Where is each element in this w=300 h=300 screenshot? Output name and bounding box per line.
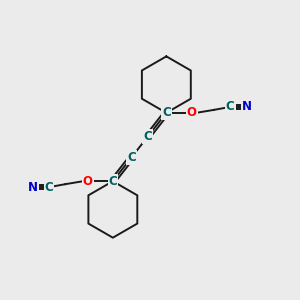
- Text: C: C: [127, 151, 136, 164]
- Text: C: C: [45, 181, 53, 194]
- Text: N: N: [28, 181, 38, 194]
- Text: C: C: [226, 100, 235, 113]
- Text: C: C: [162, 106, 171, 119]
- Text: O: O: [187, 106, 196, 119]
- Text: C: C: [143, 130, 152, 143]
- Text: O: O: [82, 175, 93, 188]
- Text: C: C: [109, 175, 117, 188]
- Text: N: N: [242, 100, 252, 113]
